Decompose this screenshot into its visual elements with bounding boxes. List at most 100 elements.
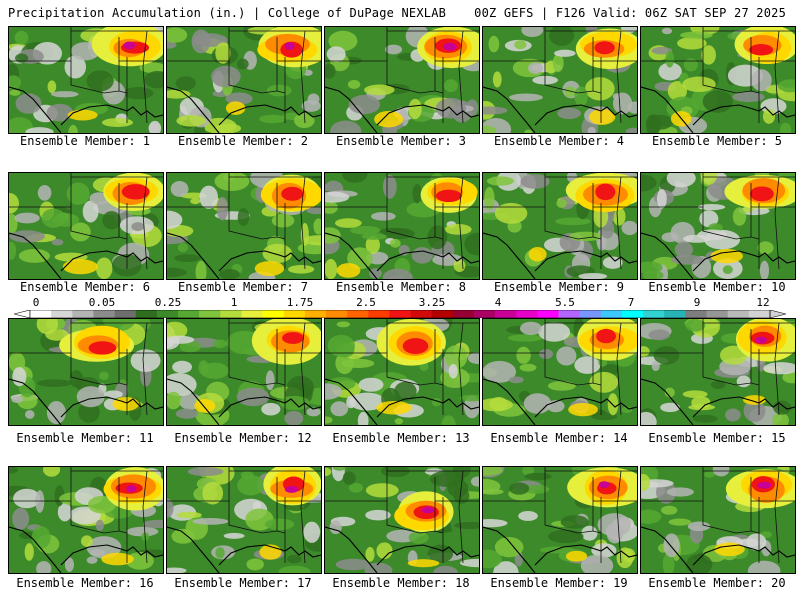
precip-field [167,27,321,133]
member-label: Ensemble Member: 5 [651,134,783,148]
member-map-graphic [167,27,321,133]
member-map-7 [166,172,322,280]
colorbar-segment [600,310,623,318]
precip-field [483,173,637,279]
coastline [9,86,163,133]
colorbar-segment [643,310,665,318]
member-map-3 [324,26,480,134]
coastline [641,378,795,425]
colorbar-segment [685,310,707,318]
member-map-1 [8,26,164,134]
precip-field [167,173,321,279]
colorbar-segment [326,310,348,318]
colorbar-segment [474,310,496,318]
coastline [483,232,637,279]
coastline [9,232,163,279]
member-label: Ensemble Member: 4 [493,134,625,148]
member-map-13 [324,318,480,426]
member-map-12 [166,318,322,426]
state-boundaries [167,27,321,124]
precip-field [9,173,163,279]
precip-field [9,467,163,573]
precip-field [641,467,795,573]
colorbar-segment [452,310,475,318]
member-map-graphic [641,467,795,573]
colorbar-segment [135,310,158,318]
coastline [641,86,795,133]
state-boundaries [483,173,637,270]
colorbar-segment [537,310,559,318]
member-label: Ensemble Member: 20 [648,576,786,590]
colorbar-segment [178,310,200,318]
colorbar-segment [347,310,369,318]
colorbar-segment [748,310,771,318]
colorbar-segment [727,310,750,318]
precip-field [325,27,479,133]
coastline [167,526,321,573]
colorbar-segment [431,310,454,318]
member-map-5 [640,26,796,134]
colorbar-segment [241,310,263,318]
state-boundaries [9,467,163,564]
colorbar-tick-label: 9 [693,296,701,309]
member-map-graphic [641,319,795,425]
member-map-graphic [641,173,795,279]
member-map-graphic [641,27,795,133]
colorbar-segment [283,310,306,318]
member-map-graphic [325,173,479,279]
member-map-8 [324,172,480,280]
member-label: Ensemble Member: 12 [174,431,312,445]
member-map-graphic [483,319,637,425]
colorbar-segment [558,310,581,318]
colorbar-tick-label: 7 [627,296,635,309]
precip-field [645,27,795,133]
colorbar-segment [410,310,433,318]
model-run-info: 00Z GEFS | F126 Valid: 06Z SAT SEP 27 20… [474,6,786,20]
colorbar-segment [495,310,517,318]
member-map-16 [8,466,164,574]
colorbar-segment [304,310,327,318]
member-map-9 [482,172,638,280]
colorbar-segment [389,310,411,318]
precip-field [325,467,479,573]
state-boundaries [167,173,321,270]
state-boundaries [641,173,795,270]
colorbar-segment [199,310,221,318]
precipitation-colorbar [14,310,786,318]
member-map-graphic [483,173,637,279]
member-map-11 [8,318,164,426]
state-boundaries [9,27,163,124]
member-map-graphic [167,173,321,279]
state-boundaries [9,173,163,270]
colorbar-segment [622,310,644,318]
precip-field [641,173,795,279]
member-map-20 [640,466,796,574]
member-label: Ensemble Member: 16 [16,576,154,590]
precip-field [325,173,479,279]
colorbar-segment [156,310,179,318]
member-map-graphic [9,467,163,573]
colorbar-min-arrow [14,310,31,318]
member-map-6 [8,172,164,280]
state-boundaries [167,319,321,416]
precip-field [483,467,637,573]
coastline [483,378,637,425]
colorbar-frame [29,310,771,318]
member-map-graphic [9,319,163,425]
coastline [325,526,479,573]
coastline [325,378,479,425]
member-map-15 [640,318,796,426]
colorbar-segment [30,310,52,318]
state-boundaries [325,27,479,124]
member-label: Ensemble Member: 1 [19,134,151,148]
member-map-graphic [9,27,163,133]
member-label: Ensemble Member: 13 [332,431,470,445]
coastline [9,378,163,425]
member-label: Ensemble Member: 10 [648,280,786,294]
colorbar-segment [706,310,729,318]
colorbar-tick-label: 12 [756,296,770,309]
map-title: Precipitation Accumulation (in.) | Colle… [8,6,447,20]
colorbar-tick-label: 3.25 [418,296,446,309]
state-boundaries [167,467,321,564]
member-map-graphic [325,467,479,573]
